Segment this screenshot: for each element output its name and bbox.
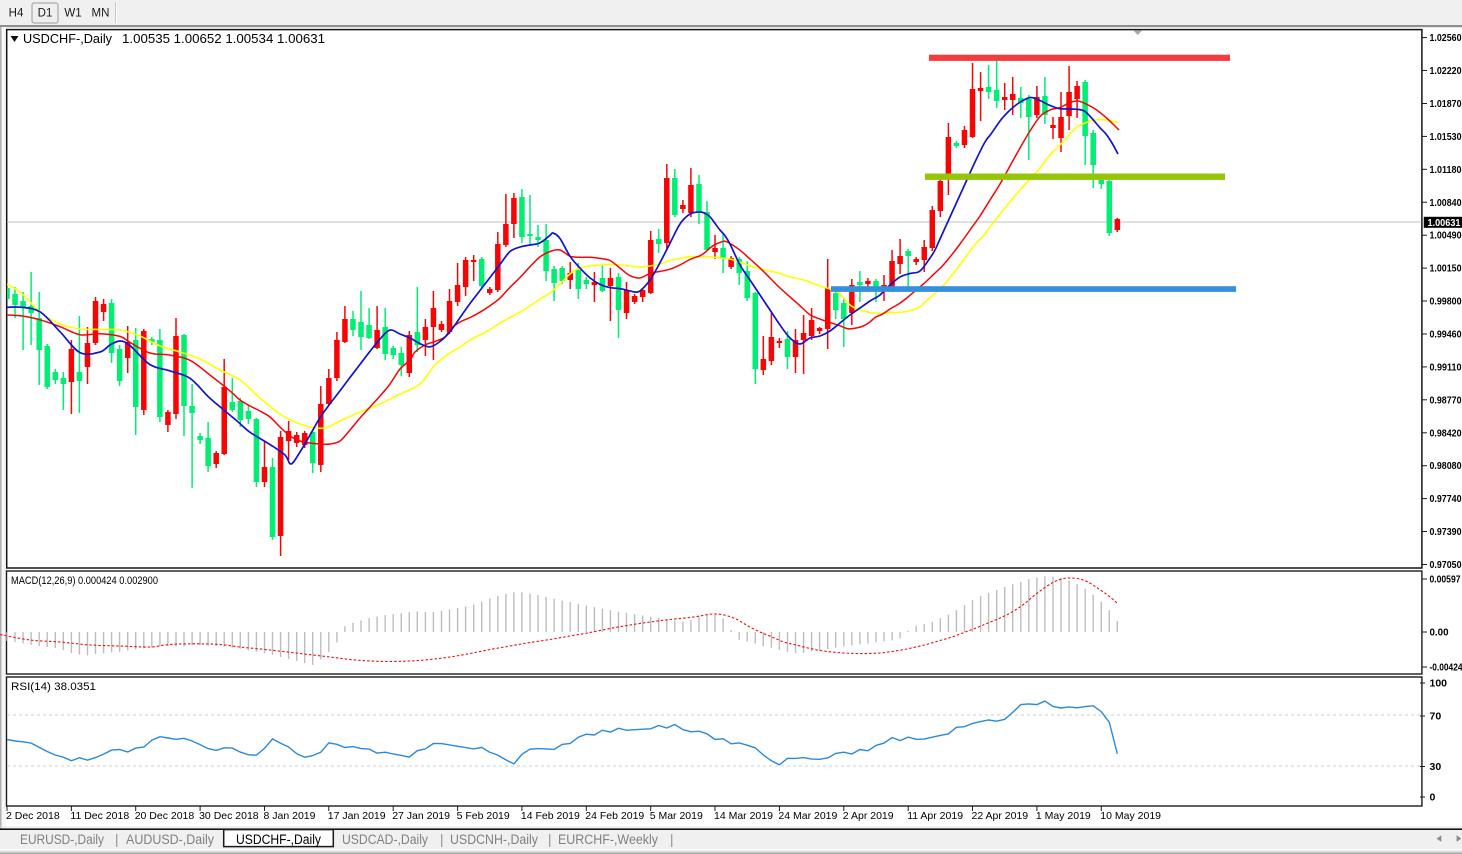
svg-text:11 Apr 2019: 11 Apr 2019 — [907, 810, 963, 822]
svg-text:10 May 2019: 10 May 2019 — [1100, 810, 1161, 822]
svg-text:0.97050: 0.97050 — [1430, 559, 1462, 571]
svg-text:8 Jan 2019: 8 Jan 2019 — [264, 810, 316, 822]
svg-text:0.99110: 0.99110 — [1430, 361, 1462, 373]
svg-text:1.01870: 1.01870 — [1430, 98, 1462, 110]
svg-text:1.02560: 1.02560 — [1430, 32, 1462, 44]
svg-text:5 Feb 2019: 5 Feb 2019 — [457, 810, 510, 822]
svg-text:0.98080: 0.98080 — [1430, 460, 1462, 472]
svg-text:EURUSD-,Daily: EURUSD-,Daily — [20, 832, 104, 847]
svg-text:30 Dec 2018: 30 Dec 2018 — [199, 810, 259, 822]
svg-text:24 Mar 2019: 24 Mar 2019 — [778, 810, 837, 822]
svg-text:0.99460: 0.99460 — [1430, 329, 1462, 341]
svg-text:14 Feb 2019: 14 Feb 2019 — [521, 810, 580, 822]
svg-text:0.00: 0.00 — [1430, 627, 1449, 639]
svg-text:MACD(12,26,9) 0.000424 0.00290: MACD(12,26,9) 0.000424 0.002900 — [11, 575, 158, 587]
svg-text:1.00631: 1.00631 — [1428, 217, 1461, 229]
svg-text:1.01530: 1.01530 — [1430, 131, 1462, 143]
svg-text:W1: W1 — [64, 8, 81, 20]
svg-text:USDCAD-,Daily: USDCAD-,Daily — [342, 832, 428, 847]
svg-text:1.00840: 1.00840 — [1430, 197, 1462, 209]
svg-text:|: | — [440, 832, 444, 847]
svg-text:17 Jan 2019: 17 Jan 2019 — [328, 810, 386, 822]
svg-text:1.00150: 1.00150 — [1430, 263, 1462, 275]
svg-text:EURCHF-,Weekly: EURCHF-,Weekly — [558, 832, 658, 847]
svg-text:2 Apr 2019: 2 Apr 2019 — [843, 810, 894, 822]
svg-text:30: 30 — [1430, 761, 1442, 773]
svg-text:0.00597: 0.00597 — [1430, 574, 1461, 586]
svg-text:USDCHF-,Daily: USDCHF-,Daily — [23, 31, 112, 46]
svg-text:0.98770: 0.98770 — [1430, 394, 1462, 406]
svg-text:H4: H4 — [9, 8, 24, 20]
svg-text:1.00535 1.00652 1.00534 1.0063: 1.00535 1.00652 1.00534 1.00631 — [122, 31, 325, 46]
svg-text:|: | — [115, 832, 119, 847]
svg-text:0.97740: 0.97740 — [1430, 493, 1462, 505]
svg-text:20 Dec 2018: 20 Dec 2018 — [135, 810, 195, 822]
svg-text:USDCHF-,Daily: USDCHF-,Daily — [236, 832, 321, 847]
svg-text:USDCNH-,Daily: USDCNH-,Daily — [450, 832, 538, 847]
svg-text:0.98420: 0.98420 — [1430, 427, 1462, 439]
svg-text:|: | — [670, 832, 674, 847]
svg-text:11 Dec 2018: 11 Dec 2018 — [70, 810, 129, 822]
svg-text:-0.00424: -0.00424 — [1430, 662, 1462, 674]
svg-text:RSI(14) 38.0351: RSI(14) 38.0351 — [11, 681, 96, 693]
svg-text:MN: MN — [92, 8, 110, 20]
svg-text:100: 100 — [1430, 678, 1448, 690]
svg-text:1.01180: 1.01180 — [1430, 164, 1462, 176]
svg-text:|: | — [548, 832, 552, 847]
svg-text:0.97390: 0.97390 — [1430, 526, 1462, 538]
svg-text:0: 0 — [1430, 792, 1436, 804]
svg-text:1 May 2019: 1 May 2019 — [1036, 810, 1091, 822]
svg-text:24 Feb 2019: 24 Feb 2019 — [585, 810, 644, 822]
svg-text:27 Jan 2019: 27 Jan 2019 — [392, 810, 450, 822]
svg-text:22 Apr 2019: 22 Apr 2019 — [972, 810, 1029, 822]
svg-text:1.00490: 1.00490 — [1430, 230, 1462, 242]
svg-text:1.02220: 1.02220 — [1430, 65, 1462, 77]
svg-text:70: 70 — [1430, 711, 1442, 723]
svg-text:5 Mar 2019: 5 Mar 2019 — [650, 810, 703, 822]
svg-text:AUDUSD-,Daily: AUDUSD-,Daily — [126, 832, 214, 847]
svg-text:D1: D1 — [38, 8, 53, 20]
svg-text:0.99800: 0.99800 — [1430, 296, 1462, 308]
svg-text:2 Dec 2018: 2 Dec 2018 — [6, 810, 60, 822]
svg-text:14 Mar 2019: 14 Mar 2019 — [714, 810, 773, 822]
